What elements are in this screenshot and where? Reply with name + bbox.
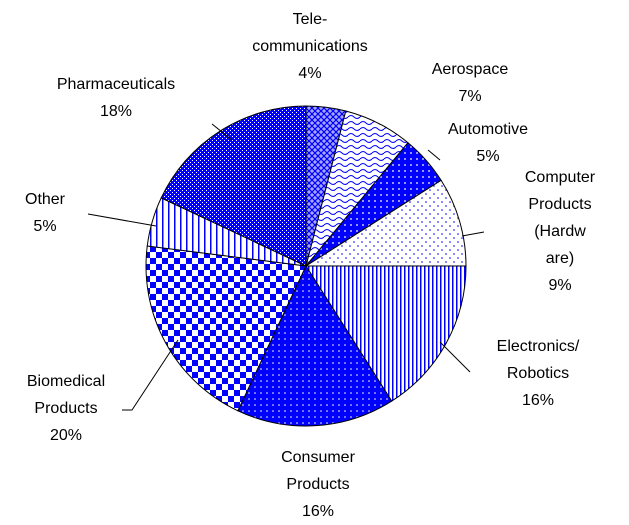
pie-slice — [237, 264, 393, 427]
slice-label: Electronics/ Robotics 16% — [497, 333, 580, 414]
category-label: Tele- communications — [252, 11, 368, 55]
value-label: 9% — [548, 277, 572, 294]
category-label: Pharmaceuticals — [56, 76, 176, 93]
category-label: Other — [24, 191, 66, 208]
pie-slice — [304, 179, 467, 267]
pie-slice — [145, 245, 307, 412]
leader-line — [439, 341, 471, 373]
value-label: 20% — [49, 427, 83, 444]
pie-slice — [305, 265, 467, 402]
leader-line — [427, 149, 441, 161]
value-label: 4% — [298, 65, 322, 82]
slice-label: Aerospace 7% — [432, 56, 509, 110]
leader-line — [87, 213, 157, 227]
value-label: 5% — [33, 218, 57, 235]
category-label: Biomedical Products — [26, 373, 106, 417]
slice-label: Pharmaceuticals 18% — [57, 71, 175, 125]
leader-lines — [87, 123, 485, 411]
slice-label: Computer Products (Hardw are) 9% — [525, 164, 595, 299]
slice-label: Consumer Products 16% — [281, 444, 355, 525]
value-label: 5% — [476, 148, 500, 165]
slice-label: Automotive 5% — [448, 116, 528, 170]
category-label: Aerospace — [431, 61, 509, 78]
leader-line — [122, 339, 179, 411]
category-label: Computer Products (Hardw are) — [524, 169, 596, 267]
category-label: Electronics/ Robotics — [496, 338, 580, 382]
slice-label: Biomedical Products 20% — [27, 368, 105, 449]
value-label: 16% — [521, 392, 555, 409]
value-label: 16% — [301, 503, 335, 520]
category-label: Consumer Products — [281, 449, 355, 493]
value-label: 7% — [458, 88, 482, 105]
leader-line — [461, 231, 485, 237]
leader-line — [211, 123, 233, 141]
slice-label: Other 5% — [25, 186, 65, 240]
slice-label: Tele- communications 4% — [252, 6, 368, 87]
value-label: 18% — [99, 103, 133, 120]
category-label: Automotive — [447, 121, 529, 138]
